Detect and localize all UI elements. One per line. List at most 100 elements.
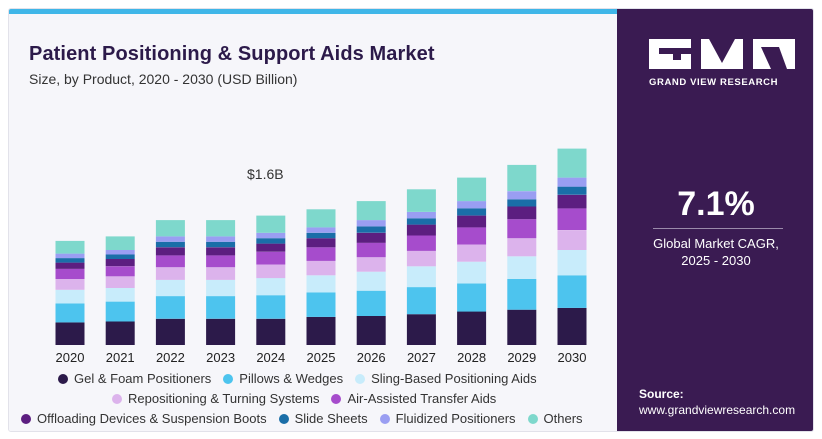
bar-segment-2021-9 — [105, 236, 135, 250]
bar-segment-2030-2 — [557, 275, 587, 308]
legend-item: Gel & Foam Positioners — [58, 371, 211, 386]
bar-segment-2030-3 — [557, 250, 587, 276]
bar-segment-2026-1 — [356, 316, 386, 345]
bar-segment-2022-9 — [155, 220, 185, 237]
bar-segment-2020-4 — [55, 278, 85, 290]
legend-item: Air-Assisted Transfer Aids — [331, 391, 496, 406]
legend-label: Gel & Foam Positioners — [74, 371, 212, 386]
bar-segment-2025-7 — [306, 232, 336, 239]
bar-segment-2024-9 — [256, 215, 286, 233]
bar-segment-2029-9 — [507, 164, 537, 192]
legend-label: Others — [543, 411, 583, 426]
bar-segment-2020-1 — [55, 322, 85, 345]
legend-label: Slide Sheets — [294, 411, 368, 426]
legend-label: Repositioning & Turning Systems — [128, 391, 320, 406]
bar-segment-2024-8 — [256, 232, 286, 239]
bar-segment-2028-2 — [457, 283, 487, 312]
x-tick-label: 2030 — [558, 350, 587, 365]
bar-segment-2023-8 — [206, 236, 236, 242]
bar-segment-2029-3 — [507, 256, 537, 279]
bar-segment-2020-9 — [55, 240, 85, 254]
bar-segment-2025-6 — [306, 238, 336, 248]
infographic-card: Patient Positioning & Support Aids Marke… — [8, 8, 814, 432]
bar-segment-2028-7 — [457, 208, 487, 216]
legend-swatch — [21, 413, 31, 424]
legend-label: Pillows & Wedges — [239, 371, 344, 386]
bar-segment-2025-2 — [306, 292, 336, 317]
bar-segment-2025-9 — [306, 209, 336, 228]
bar-segment-2025-8 — [306, 227, 336, 233]
sidebar: GRAND VIEW RESEARCH 7.1% Global Market C… — [617, 9, 813, 431]
cagr-label: Global Market CAGR, 2025 - 2030 — [617, 235, 813, 269]
legend-swatch — [379, 413, 390, 424]
stacked-bar-chart: 2020 2021 2022 2023 2024 2025 2026 2027 2028 2029… — [55, 148, 587, 365]
x-tick-label: 2027 — [407, 350, 436, 365]
bar-segment-2020-2 — [55, 303, 85, 323]
x-tick-label: 2024 — [256, 350, 285, 365]
x-tick-label: 2028 — [457, 350, 486, 365]
chart-subtitle: Size, by Product, 2020 - 2030 (USD Billi… — [29, 71, 298, 87]
bar-segment-2023-7 — [206, 241, 236, 248]
bar-segment-2020-6 — [55, 262, 85, 269]
legend-row: Offloading Devices & Suspension Boots Sli… — [21, 411, 583, 426]
bar-segment-2023-6 — [206, 247, 236, 256]
legend-swatch — [223, 373, 234, 384]
bar-segment-2023-4 — [206, 267, 236, 280]
bar-segment-2021-7 — [105, 254, 135, 259]
bar-segment-2024-6 — [256, 243, 286, 252]
bar-segment-2021-6 — [105, 259, 135, 267]
accent-bar — [9, 9, 617, 14]
bar-segment-2027-8 — [406, 212, 436, 219]
bar-segment-2029-6 — [507, 206, 537, 220]
bar-segment-2027-1 — [406, 314, 436, 345]
bar-segment-2026-3 — [356, 271, 386, 291]
chart-panel: Patient Positioning & Support Aids Marke… — [9, 14, 617, 431]
bar-segment-2024-1 — [256, 318, 286, 345]
bar-segment-2024-4 — [256, 264, 286, 279]
bar-segment-2024-7 — [256, 238, 286, 244]
bar-segment-2026-8 — [356, 220, 386, 227]
bar-segment-2025-5 — [306, 247, 336, 261]
cagr-label-line2: 2025 - 2030 — [681, 253, 751, 268]
chart-title: Patient Positioning & Support Aids Marke… — [29, 43, 435, 65]
legend-label: Sling-Based Positioning Aids — [371, 371, 537, 386]
bar-segment-2027-2 — [406, 287, 436, 315]
grand-view-research-logo — [649, 39, 795, 69]
bar-segment-2027-3 — [406, 266, 436, 288]
bar-segment-2030-8 — [557, 177, 587, 187]
x-tick-label: 2029 — [507, 350, 536, 365]
legend-swatch — [112, 393, 122, 404]
bar-segment-2030-9 — [557, 148, 587, 178]
source-link[interactable]: www.grandviewresearch.com — [639, 403, 796, 417]
bar-segment-2025-1 — [306, 316, 336, 345]
bar-segment-2020-7 — [55, 258, 85, 263]
cagr-label-line1: Global Market CAGR, — [653, 236, 779, 251]
value-annotation: $1.6B — [247, 166, 284, 182]
legend-item: Sling-Based Positioning Aids — [355, 371, 537, 386]
bar-segment-2022-1 — [155, 318, 185, 345]
x-tick-label: 2022 — [156, 350, 185, 365]
bar-segment-2030-5 — [557, 208, 587, 230]
bar-segment-2023-2 — [206, 296, 236, 319]
bar-segment-2028-6 — [457, 215, 487, 228]
bar-segment-2024-3 — [256, 278, 286, 296]
bar-segment-2029-7 — [507, 199, 537, 207]
bar-segment-2021-1 — [105, 321, 135, 345]
bar-segment-2027-6 — [406, 224, 436, 236]
bar-segment-2021-3 — [105, 288, 135, 302]
bar-segment-2023-1 — [206, 318, 236, 345]
legend-swatch — [527, 413, 538, 424]
bar-segment-2026-6 — [356, 232, 386, 243]
bar-segment-2027-7 — [406, 218, 436, 225]
bar-segment-2023-5 — [206, 255, 236, 268]
bar-segment-2030-1 — [557, 307, 587, 345]
legend-row: Gel & Foam Positioners Pillows & Wedges Sl… — [58, 371, 537, 386]
bar-segment-2028-3 — [457, 261, 487, 284]
bar-segment-2025-4 — [306, 260, 336, 276]
bar-segment-2029-1 — [507, 309, 537, 345]
bar-segment-2029-5 — [507, 219, 537, 239]
bar-segment-2026-5 — [356, 242, 386, 258]
legend-item: Repositioning & Turning Systems — [112, 391, 319, 406]
bar-segment-2022-7 — [155, 241, 185, 248]
bar-segment-2028-4 — [457, 244, 487, 262]
